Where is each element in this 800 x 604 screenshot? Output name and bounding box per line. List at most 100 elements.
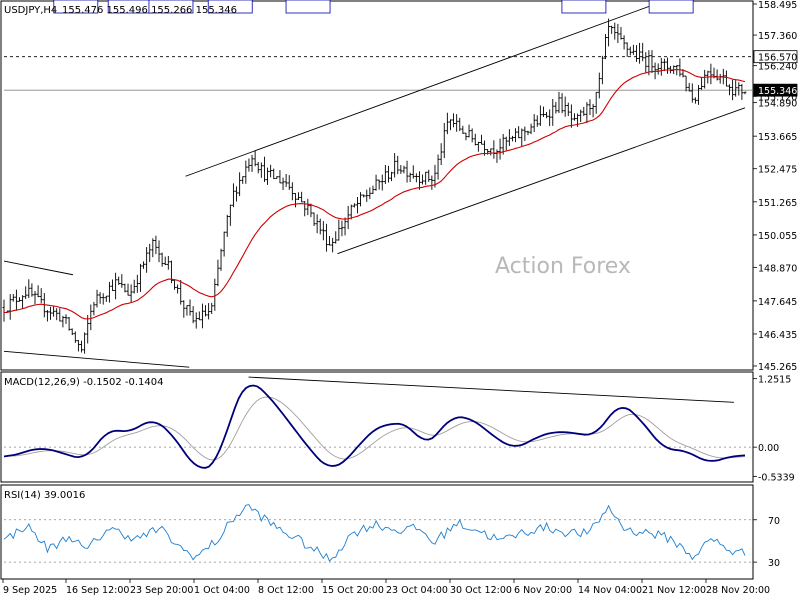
candle [532, 114, 536, 132]
macd-tick-label: 1.2515 [758, 375, 791, 386]
candle [538, 105, 542, 126]
candle [132, 279, 136, 294]
candle [117, 276, 121, 285]
candle [111, 279, 115, 291]
candle [14, 289, 18, 311]
price-tick-label: 154.890 [758, 99, 797, 110]
candle [21, 295, 25, 309]
candle [61, 315, 65, 328]
candle [743, 91, 747, 95]
candle [253, 150, 257, 167]
candle [67, 316, 71, 331]
candle [628, 46, 632, 56]
candle [269, 164, 273, 178]
candle [225, 214, 229, 237]
candle [120, 274, 124, 288]
candle [179, 279, 183, 305]
candle [582, 106, 586, 116]
candle [545, 111, 549, 119]
candle [631, 44, 635, 55]
current-price-axis-label-box [753, 83, 798, 97]
candle [365, 189, 369, 202]
candle [594, 91, 598, 114]
candle [247, 158, 251, 172]
candle [275, 176, 279, 180]
candle [138, 263, 142, 292]
candle [526, 130, 530, 136]
candle [393, 153, 397, 178]
candle [27, 279, 31, 299]
x-tick-label: 1 Oct 04:00 [194, 585, 250, 596]
candle [572, 113, 576, 121]
candle [399, 165, 403, 174]
candle [52, 306, 56, 317]
candle [569, 104, 573, 128]
candle [343, 217, 347, 236]
candle [724, 70, 728, 87]
candle [417, 171, 421, 190]
candle [510, 135, 514, 142]
candle [256, 161, 260, 174]
candle [104, 295, 108, 302]
candle [306, 198, 310, 216]
ohlc-readout: 155.476 155.496 155.266 155.346 [62, 5, 237, 16]
candle [684, 75, 688, 92]
x-tick-label: 14 Nov 04:00 [578, 585, 642, 596]
candle [49, 306, 53, 320]
price-tick-label: 153.665 [758, 132, 797, 143]
static-layer [4, 56, 753, 563]
candle [204, 305, 208, 317]
x-tick-label: 28 Nov 20:00 [706, 585, 770, 596]
rsi-line [3, 504, 746, 562]
candle [163, 256, 167, 266]
candle [64, 314, 68, 324]
current-price-axis-label: 155.346 [758, 86, 797, 97]
candle [346, 205, 350, 230]
candle [489, 148, 493, 156]
candle [638, 42, 642, 64]
candle [619, 26, 623, 40]
candle [86, 315, 90, 344]
candle [207, 303, 211, 320]
candle [507, 129, 511, 146]
candle [266, 167, 270, 185]
candle [315, 214, 319, 234]
candle [70, 328, 74, 336]
candle [73, 331, 77, 343]
rsi-layer [3, 504, 746, 562]
candle [231, 183, 235, 208]
candle [114, 272, 118, 300]
candle [709, 63, 713, 85]
candle [222, 231, 226, 257]
price-tick-label: 155.120 [758, 92, 797, 103]
candle [585, 102, 589, 124]
candle [560, 93, 564, 114]
annotation-box [207, 0, 253, 14]
candle [693, 97, 697, 104]
candle [687, 82, 691, 92]
candle [76, 339, 80, 352]
price-tick-label: 156.240 [758, 62, 797, 73]
channel-upper [185, 0, 668, 177]
candle [129, 284, 133, 303]
candle [216, 259, 220, 287]
candle [588, 99, 592, 115]
price-tick-label: 157.360 [758, 31, 797, 42]
candle [151, 238, 155, 258]
candle [579, 109, 583, 122]
candle [563, 96, 567, 117]
candle [644, 52, 648, 74]
candle [634, 45, 638, 62]
candle [535, 115, 539, 127]
symbol-label: USDJPY,H4 [4, 5, 57, 16]
candle [452, 113, 456, 128]
candle [349, 204, 353, 220]
candle [625, 42, 629, 57]
candle [80, 340, 84, 353]
candle [83, 332, 87, 354]
candle [678, 58, 682, 77]
candle [290, 182, 294, 201]
macd-title: MACD(12,26,9) -0.1502 -0.1404 [4, 377, 164, 388]
candle [250, 154, 254, 172]
x-tick-label: 21 Nov 12:00 [642, 585, 706, 596]
